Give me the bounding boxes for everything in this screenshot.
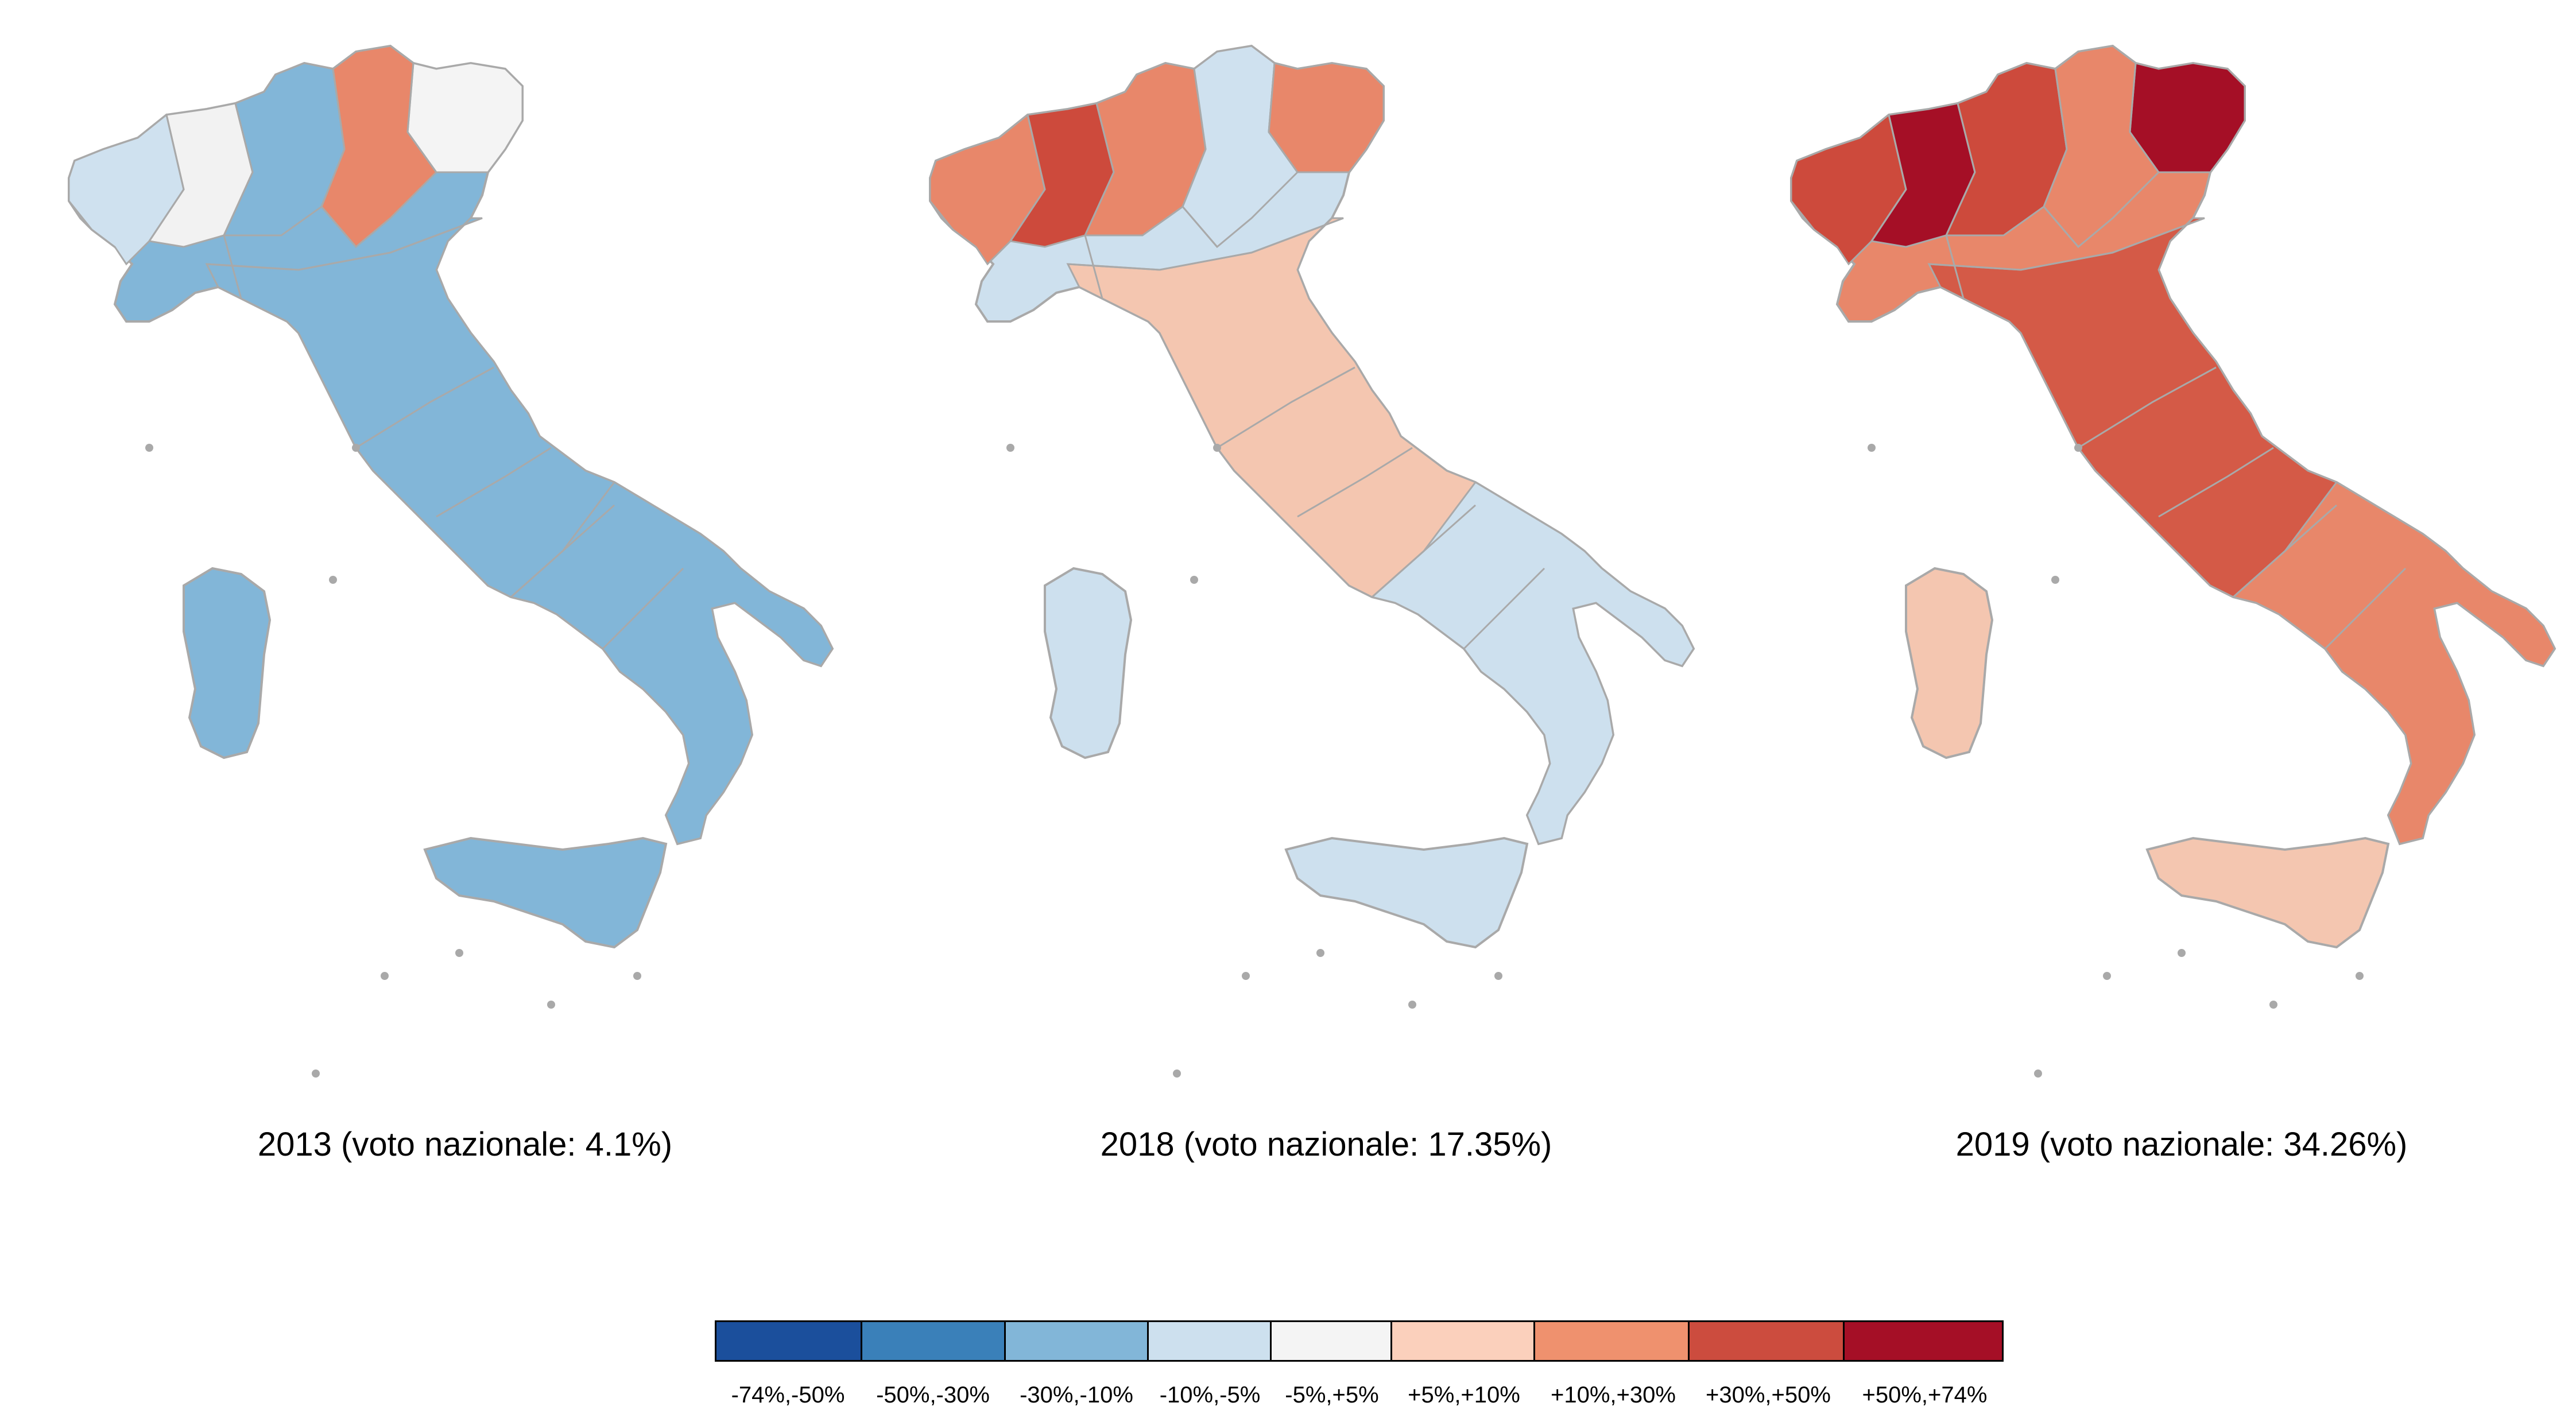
sicily-region	[2145, 836, 2390, 949]
minor-island	[352, 444, 360, 452]
region-border	[1009, 114, 1046, 242]
color-legend-labels: -74%,-50% -50%,-30% -30%,-10% -10%,-5% -5%,+…	[715, 1382, 2004, 1408]
region-border	[406, 63, 437, 173]
south-region	[509, 481, 834, 845]
legend-label: -5%,+5%	[1285, 1382, 1379, 1408]
region-border	[1945, 103, 1976, 299]
legend-label: -30%,-10%	[1020, 1382, 1133, 1408]
region-border	[223, 103, 254, 299]
legend-swatch	[716, 1322, 863, 1360]
minor-island	[2034, 1070, 2042, 1078]
region-border	[602, 567, 684, 650]
south-region	[2231, 481, 2556, 845]
map-caption-2019: 2019 (voto nazionale: 34.26%)	[1955, 1126, 2408, 1163]
map-panel-2019: 2019 (voto nazionale: 34.26%)	[1757, 0, 2576, 1163]
region-border	[2078, 366, 2217, 449]
legend-label: +30%,+50%	[1706, 1382, 1831, 1408]
minor-island	[329, 576, 337, 584]
region-border	[1067, 217, 1344, 271]
region-border	[510, 504, 615, 598]
sicily-region	[423, 836, 668, 949]
minor-island	[1006, 444, 1014, 452]
legend-swatch	[1392, 1322, 1536, 1360]
legend-swatch	[862, 1322, 1006, 1360]
legend-label: -50%,-30%	[876, 1382, 990, 1408]
region-border	[320, 68, 357, 247]
legend-label: -10%,-5%	[1159, 1382, 1261, 1408]
region-border	[2158, 447, 2274, 518]
minor-island	[381, 972, 389, 980]
south-region	[1370, 481, 1695, 845]
sicily-region	[1284, 836, 1529, 949]
region-border	[1463, 567, 1545, 650]
region-border	[1268, 63, 1299, 173]
map-caption-2013: 2013 (voto nazionale: 4.1%)	[257, 1126, 673, 1163]
minor-island	[2356, 972, 2364, 980]
region-border	[206, 217, 483, 271]
region-border	[2233, 504, 2337, 598]
region-border	[2324, 567, 2407, 650]
legend-label: -74%,-50%	[731, 1382, 845, 1408]
legend-label: +50%,+74%	[1862, 1382, 1988, 1408]
minor-island	[455, 949, 463, 957]
minor-island	[1213, 444, 1221, 452]
minor-island	[1190, 576, 1198, 584]
region-border	[148, 114, 185, 242]
minor-island	[2178, 949, 2186, 957]
map-panel-2018: 2018 (voto nazionale: 17.35%)	[896, 0, 1757, 1163]
region-border	[1084, 103, 1115, 299]
minor-island	[1173, 1070, 1181, 1078]
minor-island	[547, 1001, 555, 1009]
region-border	[1217, 366, 1355, 449]
legend-swatch	[1148, 1322, 1272, 1360]
minor-island	[1494, 972, 1502, 980]
sardinia-region	[183, 567, 272, 760]
minor-island	[2051, 576, 2059, 584]
center-region	[205, 217, 615, 598]
minor-island	[1868, 444, 1876, 452]
legend-swatch	[1005, 1322, 1149, 1360]
region-border	[1870, 114, 1907, 242]
legend-swatch	[1272, 1322, 1392, 1360]
legend-label: +5%,+10%	[1408, 1382, 1520, 1408]
minor-island	[145, 444, 153, 452]
region-border	[1928, 217, 2205, 271]
legend-swatch	[1535, 1322, 1690, 1360]
italy-map-2013	[68, 44, 834, 1078]
legend-swatch	[1844, 1322, 2002, 1360]
map-caption-2018: 2018 (voto nazionale: 17.35%)	[1100, 1126, 1552, 1163]
minor-island	[633, 972, 641, 980]
region-border	[1372, 504, 1476, 598]
legend-swatch	[1690, 1322, 1845, 1360]
region-border	[2043, 68, 2079, 247]
sardinia-region	[1905, 567, 1994, 760]
region-border	[1297, 447, 1413, 518]
map-panel-2013: 2013 (voto nazionale: 4.1%)	[34, 0, 896, 1163]
italy-map-2018	[929, 44, 1695, 1078]
legend-label: +10%,+30%	[1551, 1382, 1676, 1408]
italy-map-2019	[1790, 44, 2556, 1078]
sardinia-region	[1044, 567, 1133, 760]
center-region	[1066, 217, 1477, 598]
minor-island	[1316, 949, 1324, 957]
minor-island	[312, 1070, 320, 1078]
color-legend	[715, 1320, 2004, 1362]
minor-island	[1408, 1001, 1416, 1009]
region-border	[355, 366, 494, 449]
region-border	[2129, 63, 2160, 173]
minor-island	[2269, 1001, 2277, 1009]
minor-island	[2074, 444, 2082, 452]
center-region	[1927, 217, 2338, 598]
region-border	[1182, 68, 1218, 247]
minor-island	[2103, 972, 2111, 980]
minor-island	[1242, 972, 1250, 980]
region-border	[436, 447, 552, 518]
